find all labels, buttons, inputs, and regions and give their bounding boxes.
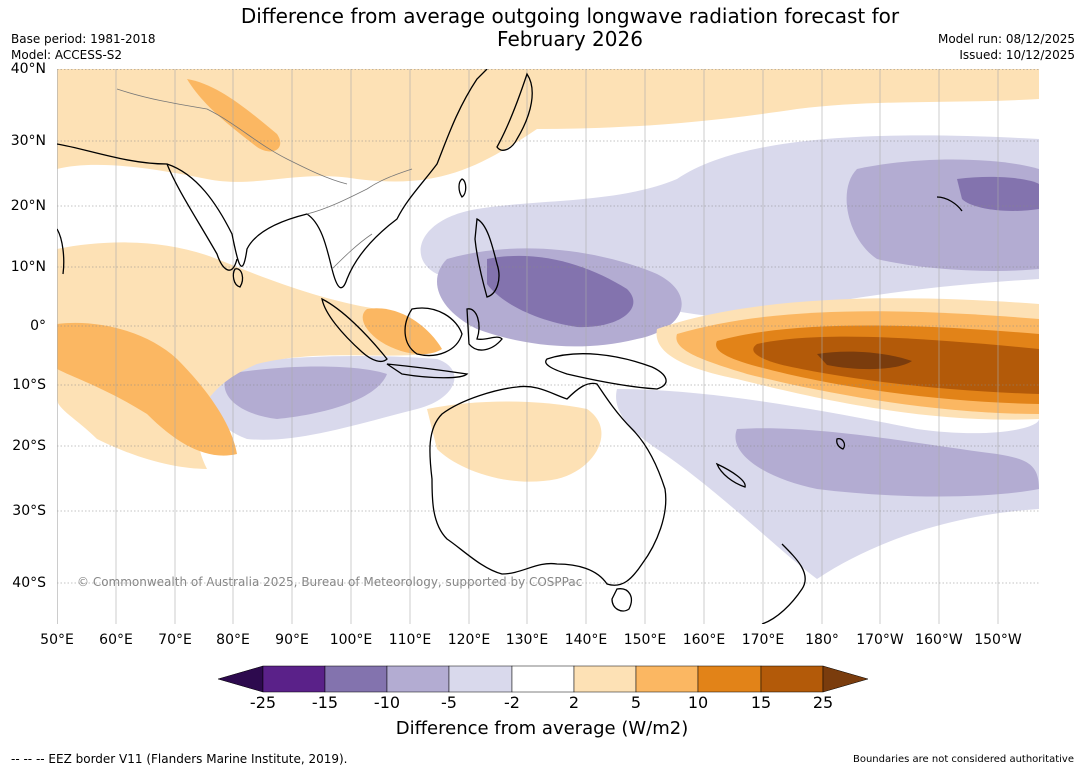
lon-label-70e: 70°E xyxy=(158,632,192,648)
lon-label-90e: 90°E xyxy=(275,632,309,648)
coast-africa xyxy=(57,228,65,275)
country-borders xyxy=(116,88,413,270)
map-panel: © Commonwealth of Australia 2025, Bureau… xyxy=(57,69,1039,624)
run-info: Model run: 08/12/2025 Issued: 10/12/2025 xyxy=(938,31,1075,63)
anomaly-pos-north xyxy=(57,69,1039,182)
lon-label-80e: 80°E xyxy=(216,632,250,648)
lat-label-40s: 40°S xyxy=(12,575,46,591)
colorbar-swatch-neg25-neg15 xyxy=(262,665,326,693)
coast-japan xyxy=(496,72,533,151)
coastlines xyxy=(57,69,963,624)
lon-label-160w: 160°W xyxy=(915,632,963,648)
lon-label-110e: 110°E xyxy=(388,632,432,648)
base-period: Base period: 1981-2018 xyxy=(11,32,156,46)
title-line-1: Difference from average outgoing longwav… xyxy=(240,4,900,28)
lat-label-20s: 20°S xyxy=(12,438,46,454)
colorbar-tick-neg5: -5 xyxy=(441,693,457,712)
colorbar xyxy=(217,665,869,693)
coast-india xyxy=(166,163,238,271)
lat-label-30n: 30°N xyxy=(10,133,46,149)
coast-philippines xyxy=(474,217,500,298)
map-meridians xyxy=(57,69,999,624)
anomaly-neg-sw-pacific xyxy=(735,428,1039,497)
lat-label-10s: 10°S xyxy=(12,377,46,393)
coast-borneo xyxy=(404,307,463,357)
lon-label-170e: 170°E xyxy=(741,632,785,648)
colorbar-tick-10: 10 xyxy=(687,693,709,712)
colorbar-swatch-neg10-neg5 xyxy=(386,665,450,693)
coast-australia xyxy=(429,382,667,586)
lon-label-100e: 100°E xyxy=(329,632,373,648)
map-title: Difference from average outgoing longwav… xyxy=(200,5,940,51)
eez-note: -- -- -- EEZ border V11 (Flanders Marine… xyxy=(11,752,348,766)
coast-new-guinea xyxy=(545,353,667,390)
lon-label-150e: 150°E xyxy=(623,632,667,648)
colorbar-tick-2: 2 xyxy=(568,693,580,712)
model-run: Model run: 08/12/2025 xyxy=(937,32,1075,46)
colorbar-swatch-lt-neg25 xyxy=(217,665,264,693)
colorbar-swatch-gt-25 xyxy=(822,665,869,693)
colorbar-title: Difference from average (W/m2) xyxy=(395,718,689,739)
lon-label-180: 180° xyxy=(805,632,839,648)
anomaly-pos-himalaya xyxy=(187,79,281,152)
coast-taiwan xyxy=(458,178,467,198)
base-info: Base period: 1981-2018 Model: ACCESS-S2 xyxy=(11,31,156,63)
model-name: Model: ACCESS-S2 xyxy=(11,48,123,62)
anomaly-neg-indian-inner xyxy=(224,366,387,419)
coast-java xyxy=(386,363,469,379)
lon-label-160e: 160°E xyxy=(682,632,726,648)
colorbar-tick-neg25: -25 xyxy=(249,693,277,712)
issued-date: Issued: 10/12/2025 xyxy=(959,48,1075,62)
coast-hawaii xyxy=(936,196,963,212)
colorbar-swatch-5-10 xyxy=(635,665,699,693)
colorbar-tick-neg10: -10 xyxy=(373,693,401,712)
colorbar-swatch-neg15-neg10 xyxy=(324,665,388,693)
lat-label-eq: 0° xyxy=(30,318,46,334)
colorbar-swatch-15-25 xyxy=(760,665,824,693)
coast-new-zealand xyxy=(761,543,806,624)
colorbar-swatch-10-15 xyxy=(697,665,762,693)
coast-sri-lanka xyxy=(232,268,244,288)
anomaly-pos-indonesia xyxy=(362,308,442,355)
lon-label-130e: 130°E xyxy=(505,632,549,648)
coast-fiji xyxy=(836,438,846,450)
colorbar-swatch-neg2-2 xyxy=(511,665,575,693)
copyright-text: © Commonwealth of Australia 2025, Bureau… xyxy=(77,575,582,589)
colorbar-tick-neg2: -2 xyxy=(504,693,520,712)
colorbar-tick-neg15: -15 xyxy=(311,693,339,712)
coast-sulawesi xyxy=(466,308,503,351)
lon-label-60e: 60°E xyxy=(99,632,133,648)
anomaly-pos-australia xyxy=(427,401,602,482)
anomaly-neg-ne-pacific xyxy=(846,159,1039,271)
map-svg: © Commonwealth of Australia 2025, Bureau… xyxy=(57,69,1039,624)
anomaly-pos-indian-mid xyxy=(57,322,237,456)
lat-label-30s: 30°S xyxy=(12,503,46,519)
lon-label-120e: 120°E xyxy=(447,632,491,648)
title-line-2: February 2026 xyxy=(497,27,643,51)
anomaly-pos-pacific-peak xyxy=(817,351,912,370)
boundary-disclaimer: Boundaries are not considered authoritat… xyxy=(852,754,1074,765)
colorbar-swatch-neg5-neg2 xyxy=(448,665,513,693)
coast-sumatra xyxy=(321,297,388,363)
lat-label-40n: 40°N xyxy=(10,61,46,77)
lon-label-150w: 150°W xyxy=(974,632,1022,648)
map-gridlines xyxy=(57,69,1039,584)
coast-tasmania xyxy=(611,588,632,612)
colorbar-tick-25: 25 xyxy=(812,693,834,712)
anomaly-neg-warmpool xyxy=(487,255,634,328)
lon-label-140e: 140°E xyxy=(564,632,608,648)
lon-label-170w: 170°W xyxy=(856,632,904,648)
lat-label-20n: 20°N xyxy=(10,198,46,214)
coast-new-caledonia xyxy=(715,462,746,488)
colorbar-swatch-2-5 xyxy=(573,665,637,693)
colorbar-tick-5: 5 xyxy=(630,693,642,712)
lon-label-50e: 50°E xyxy=(40,632,74,648)
lat-label-10n: 10°N xyxy=(10,259,46,275)
colorbar-tick-15: 15 xyxy=(750,693,772,712)
coast-asia-mainland xyxy=(57,69,488,289)
